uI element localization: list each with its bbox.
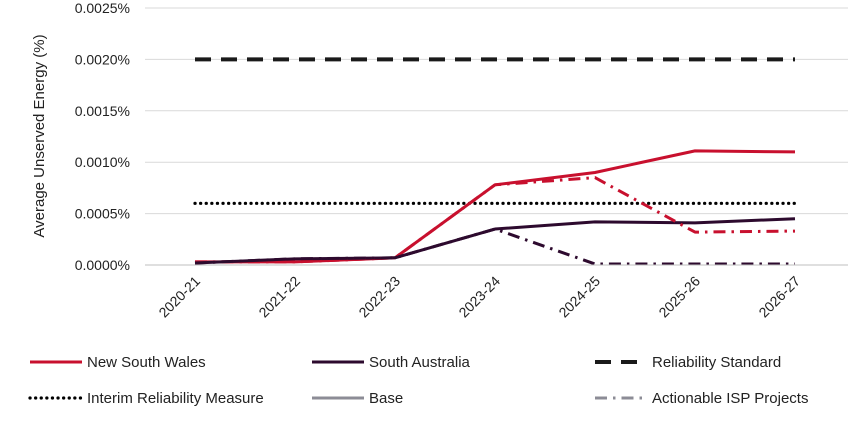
y-tick-label: 0.0000% bbox=[75, 257, 130, 273]
x-tick-label: 2024-25 bbox=[555, 273, 603, 321]
y-tick-label: 0.0005% bbox=[75, 206, 130, 222]
legend-label: Actionable ISP Projects bbox=[652, 390, 808, 407]
x-tick-label: 2025-26 bbox=[655, 273, 703, 321]
legend-label: South Australia bbox=[369, 354, 471, 371]
legend-label: New South Wales bbox=[87, 354, 206, 371]
legend-item: New South Wales bbox=[30, 354, 206, 371]
legend-item: Reliability Standard bbox=[595, 354, 781, 371]
x-tick-label: 2022-23 bbox=[355, 273, 403, 321]
x-tick-label: 2023-24 bbox=[455, 273, 503, 321]
legend-item: Interim Reliability Measure bbox=[28, 390, 264, 407]
legend-label: Base bbox=[369, 390, 403, 407]
series-line-south-australia-base bbox=[194, 217, 796, 265]
legend-label: Reliability Standard bbox=[652, 354, 781, 371]
y-tick-label: 0.0025% bbox=[75, 0, 130, 16]
y-axis-title: Average Unserved Energy (%) bbox=[31, 34, 48, 237]
y-tick-label: 0.0015% bbox=[75, 103, 130, 119]
legend-item: Base bbox=[312, 390, 403, 407]
legend-item: South Australia bbox=[312, 354, 471, 371]
legend-label: Interim Reliability Measure bbox=[87, 390, 264, 407]
series-line-south-australia-actionable-isp-projects bbox=[194, 227, 795, 266]
x-tick-label: 2026-27 bbox=[755, 273, 803, 321]
x-tick-label: 2020-21 bbox=[155, 273, 203, 321]
x-tick-label: 2021-22 bbox=[255, 273, 303, 321]
y-tick-label: 0.0010% bbox=[75, 154, 130, 170]
legend-item: Actionable ISP Projects bbox=[595, 390, 808, 407]
series-line-new-south-wales-base bbox=[195, 149, 796, 264]
y-tick-label: 0.0020% bbox=[75, 51, 130, 67]
series-line-new-south-wales-actionable-isp-projects bbox=[195, 176, 796, 264]
